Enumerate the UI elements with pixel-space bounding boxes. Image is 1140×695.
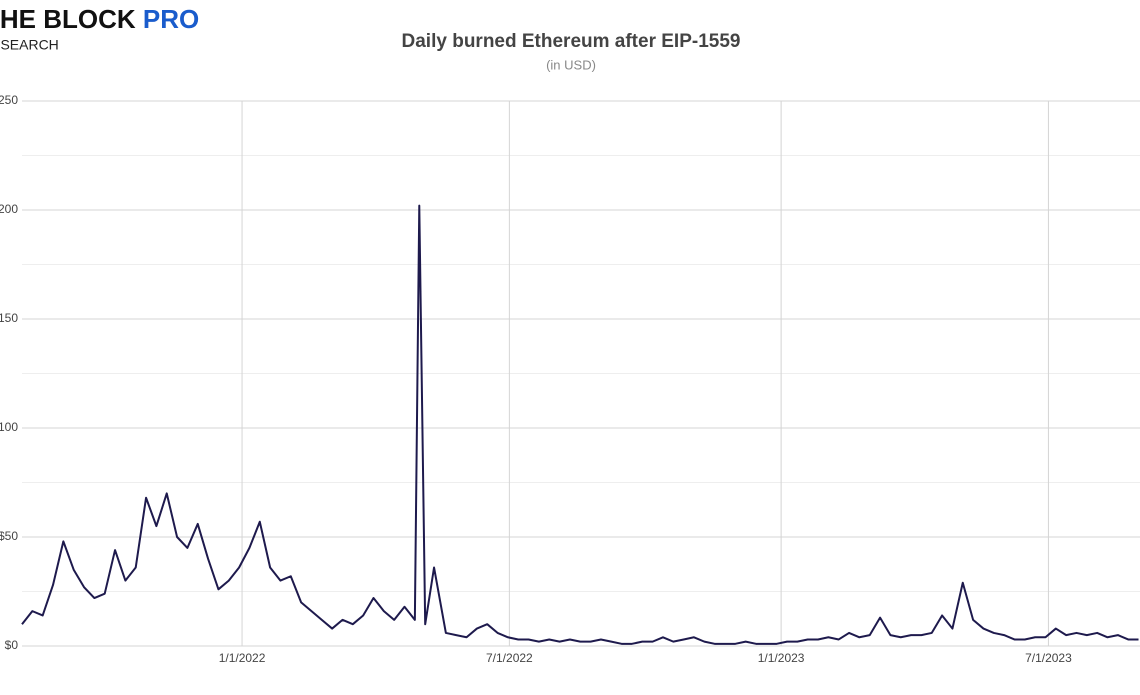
- y-tick-label: $200: [0, 202, 18, 216]
- grid: $0 $50 $100 $150 $200 $250 1/1/2022 7/1/2022 1/1…: [0, 93, 1140, 665]
- y-tick-label: $100: [0, 420, 18, 434]
- x-tick-label: 7/1/2023: [1025, 651, 1072, 665]
- x-tick-label: 1/1/2022: [219, 651, 266, 665]
- x-tick-label: 1/1/2023: [758, 651, 805, 665]
- y-tick-label: $250: [0, 93, 18, 107]
- y-tick-label: $150: [0, 311, 18, 325]
- x-tick-label: 7/1/2022: [486, 651, 533, 665]
- brand-section: RESEARCH: [0, 37, 59, 53]
- plot: [21, 204, 1139, 645]
- brand-tier: PRO: [143, 4, 199, 34]
- series-line: [21, 204, 1139, 645]
- chart-subtitle: (in USD): [546, 57, 596, 72]
- chart-title: Daily burned Ethereum after EIP-1559: [402, 31, 741, 52]
- brand-name: THE BLOCK: [0, 4, 136, 34]
- y-tick-label: $0: [5, 638, 19, 652]
- brand-logo: THE BLOCK PRO: [0, 4, 199, 34]
- y-tick-label: $50: [0, 529, 18, 543]
